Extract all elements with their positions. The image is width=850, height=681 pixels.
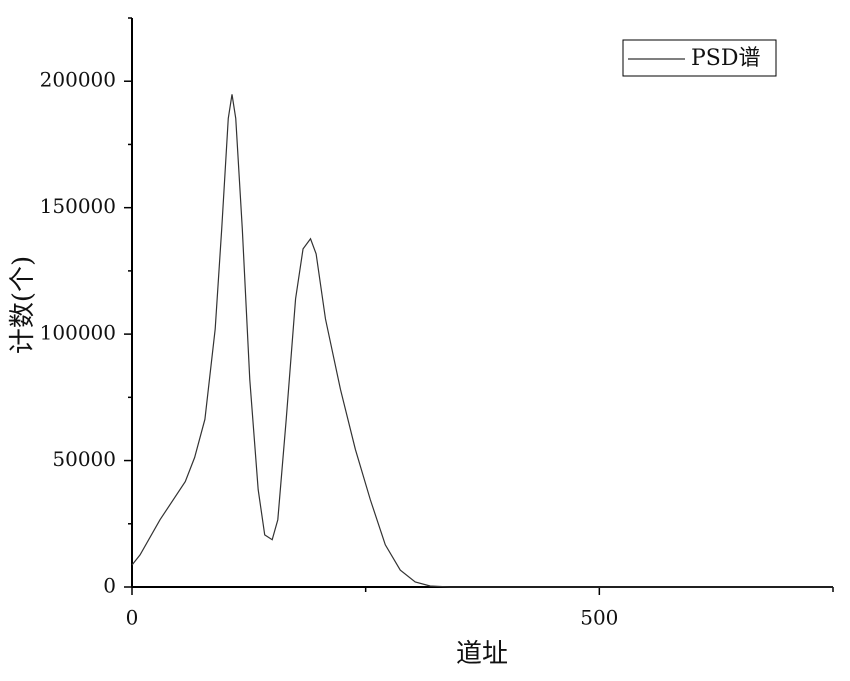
y-tick-label: 100000 <box>40 321 116 345</box>
legend-label: PSD谱 <box>691 46 761 71</box>
x-axis-label: 道址 <box>456 639 508 669</box>
y-axis-label: 计数(个) <box>8 256 38 354</box>
x-tick-label: 500 <box>580 606 618 630</box>
y-tick-label: 200000 <box>40 68 116 92</box>
y-tick-label: 0 <box>103 574 116 598</box>
y-tick-label: 50000 <box>52 447 116 471</box>
data-line <box>131 94 833 588</box>
legend-box <box>622 39 777 77</box>
x-tick-label: 0 <box>126 606 139 630</box>
y-tick-label: 150000 <box>40 194 116 218</box>
